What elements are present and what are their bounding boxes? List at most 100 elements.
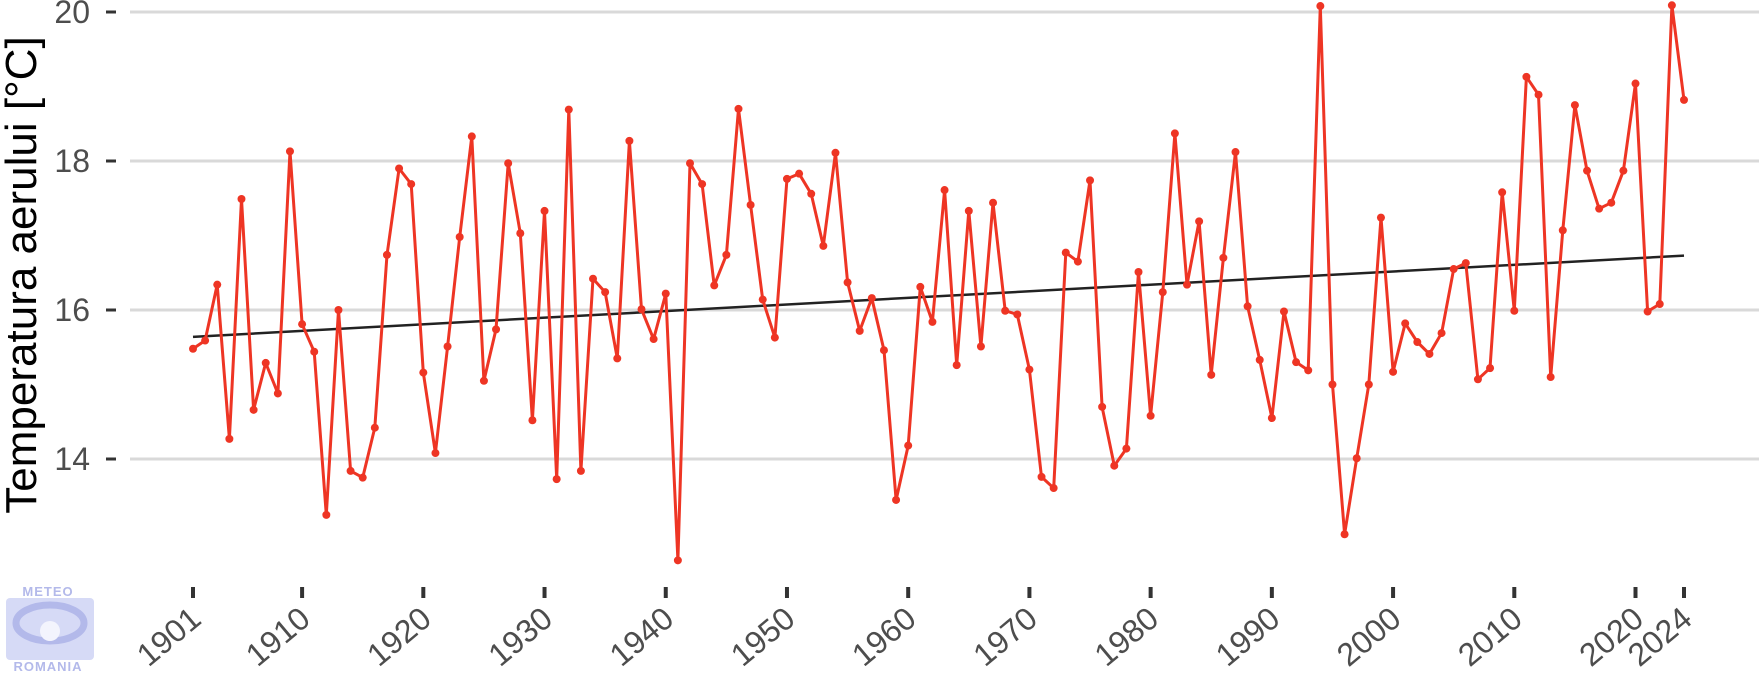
data-point-1939 <box>649 335 658 344</box>
data-point-1913 <box>334 306 343 314</box>
x-tick-label-1930: 1930 <box>481 600 559 673</box>
temperature-line <box>192 3 1686 562</box>
data-point-1978 <box>1122 444 1131 453</box>
data-point-1976 <box>1098 402 1107 411</box>
data-point-1988 <box>1243 302 1252 311</box>
data-point-1903 <box>213 280 222 289</box>
data-point-2003 <box>1425 349 1434 358</box>
data-point-1944 <box>710 281 719 290</box>
data-point-1907 <box>261 358 270 367</box>
data-point-1905 <box>237 194 246 203</box>
data-point-1952 <box>807 189 816 198</box>
data-point-1963 <box>940 186 949 195</box>
data-point-1951 <box>795 169 804 178</box>
data-point-1912 <box>322 510 331 519</box>
data-point-1984 <box>1195 217 1204 226</box>
y-tick-label-20: 20 <box>54 0 90 30</box>
data-points <box>189 1 1688 565</box>
data-point-2005 <box>1449 265 1458 274</box>
data-point-1953 <box>819 241 828 250</box>
data-point-1964 <box>952 361 961 370</box>
data-point-1926 <box>492 325 501 334</box>
data-point-1975 <box>1086 176 1095 185</box>
y-tick-label-18: 18 <box>54 143 90 179</box>
data-point-2021 <box>1643 307 1652 316</box>
data-point-1956 <box>855 326 864 335</box>
data-point-1961 <box>916 282 925 291</box>
data-point-2012 <box>1534 90 1543 99</box>
y-tick-label-16: 16 <box>54 292 90 328</box>
x-tick-label-1980: 1980 <box>1087 600 1165 673</box>
data-point-2000 <box>1389 367 1398 376</box>
data-point-1918 <box>395 164 404 173</box>
data-point-1970 <box>1025 365 1034 374</box>
data-point-1995 <box>1328 380 1337 389</box>
data-point-1909 <box>285 147 294 156</box>
data-point-1906 <box>249 405 258 414</box>
x-tick-label-1960: 1960 <box>845 600 923 673</box>
data-point-2022 <box>1655 300 1664 309</box>
data-point-1980 <box>1146 411 1155 420</box>
data-point-1904 <box>225 434 234 443</box>
data-point-1977 <box>1110 461 1119 470</box>
data-point-1954 <box>831 148 840 157</box>
data-point-1927 <box>504 159 513 168</box>
data-point-1950 <box>782 174 791 183</box>
data-point-2018 <box>1607 198 1616 207</box>
data-point-1983 <box>1183 280 1191 289</box>
data-point-1947 <box>746 200 755 209</box>
data-point-1934 <box>589 274 598 283</box>
data-point-1925 <box>479 376 488 385</box>
data-point-1994 <box>1316 2 1325 11</box>
data-point-1966 <box>976 342 985 351</box>
data-point-1916 <box>370 423 379 432</box>
data-point-1967 <box>989 198 998 207</box>
data-point-1911 <box>310 347 319 356</box>
data-point-2015 <box>1570 101 1579 110</box>
x-axis-ticks: 1901 1910 1920 1930 1940 1950 1960 1970 1980 1990… <box>130 587 1698 673</box>
data-point-1949 <box>770 333 779 342</box>
data-point-1990 <box>1267 414 1276 423</box>
x-tick-label-2000: 2000 <box>1330 600 1408 673</box>
data-point-2007 <box>1473 375 1482 384</box>
data-point-1910 <box>298 320 307 329</box>
data-point-1936 <box>613 354 622 363</box>
data-point-1942 <box>686 159 694 168</box>
data-point-1935 <box>601 288 610 297</box>
y-tick-label-14: 14 <box>54 441 90 477</box>
data-point-1986 <box>1219 253 1228 262</box>
y-axis-ticks: 14 16 18 20 <box>54 0 116 477</box>
x-tick-label-1940: 1940 <box>603 600 681 673</box>
x-tick-label-1920: 1920 <box>360 600 438 673</box>
data-point-2004 <box>1437 329 1446 338</box>
data-point-1957 <box>867 294 876 303</box>
data-point-1982 <box>1170 129 1179 138</box>
data-point-1991 <box>1279 307 1288 316</box>
x-tick-label-1970: 1970 <box>966 600 1044 673</box>
data-point-1999 <box>1376 213 1385 222</box>
x-tick-label-1901: 1901 <box>130 600 208 673</box>
data-point-1955 <box>843 278 852 287</box>
data-point-1943 <box>698 180 707 189</box>
x-tick-label-2010: 2010 <box>1451 600 1529 673</box>
data-point-2016 <box>1583 166 1592 175</box>
x-tick-label-1910: 1910 <box>239 600 317 673</box>
data-point-1989 <box>1255 355 1264 364</box>
data-point-2002 <box>1413 338 1422 347</box>
temperature-series <box>192 3 1686 562</box>
data-point-1928 <box>516 229 525 238</box>
data-point-1968 <box>1001 306 1010 315</box>
data-point-1908 <box>273 389 282 398</box>
data-point-1974 <box>1073 257 1082 266</box>
data-point-1985 <box>1207 370 1216 379</box>
data-point-1965 <box>964 206 973 215</box>
data-point-1987 <box>1231 148 1240 157</box>
data-point-2001 <box>1401 319 1410 328</box>
meteo-romania-logo: METEO ROMANIA <box>6 584 94 673</box>
data-point-1979 <box>1134 268 1143 277</box>
data-point-1933 <box>576 466 585 475</box>
data-point-1948 <box>758 295 767 304</box>
data-point-2008 <box>1486 364 1495 373</box>
data-point-2010 <box>1510 306 1519 315</box>
